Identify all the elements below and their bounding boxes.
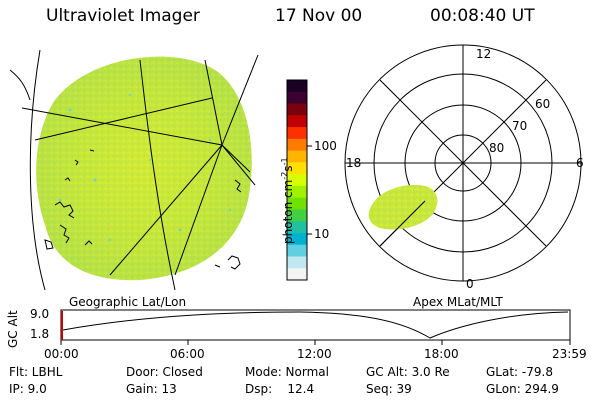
apex-projection-label: Apex MLat/MLT — [413, 295, 503, 309]
time-tick-3: 18:00 — [424, 347, 459, 361]
mlat-label-80: 80 — [489, 141, 505, 155]
time-label: 00:08:40 UT — [430, 6, 535, 26]
mlt-label-12: 12 — [476, 47, 492, 61]
footer-filter: Flt: LBHL — [9, 365, 63, 379]
geo-projection-label: Geographic Lat/Lon — [69, 295, 187, 309]
altitude-max-tick: 9.0 — [30, 307, 50, 321]
footer-gc-alt: GC Alt: 3.0 Re — [366, 365, 450, 379]
footer-mode: Mode: Normal — [245, 365, 329, 379]
colorbar-segment — [287, 185, 307, 199]
footer-gain: Gain: 13 — [126, 382, 177, 396]
mlt-label-6: 6 — [576, 156, 584, 170]
time-tick-4: 23:59 — [552, 347, 587, 361]
colorbar-segment — [287, 174, 307, 187]
footer-dsp: Dsp: 12.4 — [245, 382, 315, 396]
colorbar-segment — [287, 80, 307, 93]
colorbar-segment — [287, 209, 307, 222]
time-tick-0: 00:00 — [44, 347, 79, 361]
footer-door: Door: Closed — [126, 365, 203, 379]
colorbar-segment — [287, 268, 307, 281]
footer-glat: GLat: -79.8 — [486, 365, 553, 379]
colorbar-segment — [287, 127, 307, 140]
time-tick-2: 12:00 — [297, 347, 332, 361]
unit-s: s — [281, 165, 295, 172]
altitude-min-tick: 1.8 — [30, 327, 50, 341]
altitude-panel — [60, 309, 571, 345]
colorbar-segment — [287, 221, 307, 234]
colorbar-segment — [287, 197, 307, 211]
mlat-label-70: 70 — [512, 119, 528, 133]
date-label: 17 Nov 00 — [275, 6, 363, 26]
colorbar-tick-100: 100 — [314, 139, 337, 153]
mlat-label-60: 60 — [535, 97, 551, 111]
geographic-image — [9, 49, 259, 291]
footer-ip: IP: 9.0 — [9, 382, 47, 396]
time-tick-1: 06:00 — [170, 347, 205, 361]
colorbar — [287, 80, 307, 281]
footer-glon: GLon: 294.9 — [486, 382, 559, 396]
mlt-label-0: 0 — [466, 277, 474, 291]
colorbar-segment — [287, 256, 307, 269]
colorbar-segment — [287, 162, 307, 175]
colorbar-tick-10: 10 — [314, 227, 330, 241]
unit-exp2: -1 — [280, 157, 289, 166]
colorbar-segment — [287, 150, 307, 163]
colorbar-segment — [287, 115, 307, 128]
polar-aurora-blob — [368, 184, 438, 247]
unit-exp1: -2 — [280, 171, 289, 180]
unit-text: photon cm — [281, 179, 295, 244]
instrument-title: Ultraviolet Imager — [46, 6, 200, 26]
colorbar-unit-label: photon cm-2s-1 — [280, 157, 295, 244]
colorbar-segment — [287, 138, 307, 152]
altitude-axis-label: GC Alt — [6, 310, 20, 348]
colorbar-segment — [287, 244, 307, 258]
footer-seq: Seq: 39 — [366, 382, 412, 396]
colorbar-segment — [287, 103, 307, 116]
colorbar-segment — [287, 91, 307, 105]
colorbar-segment — [287, 232, 307, 246]
mlt-label-18: 18 — [346, 156, 362, 170]
